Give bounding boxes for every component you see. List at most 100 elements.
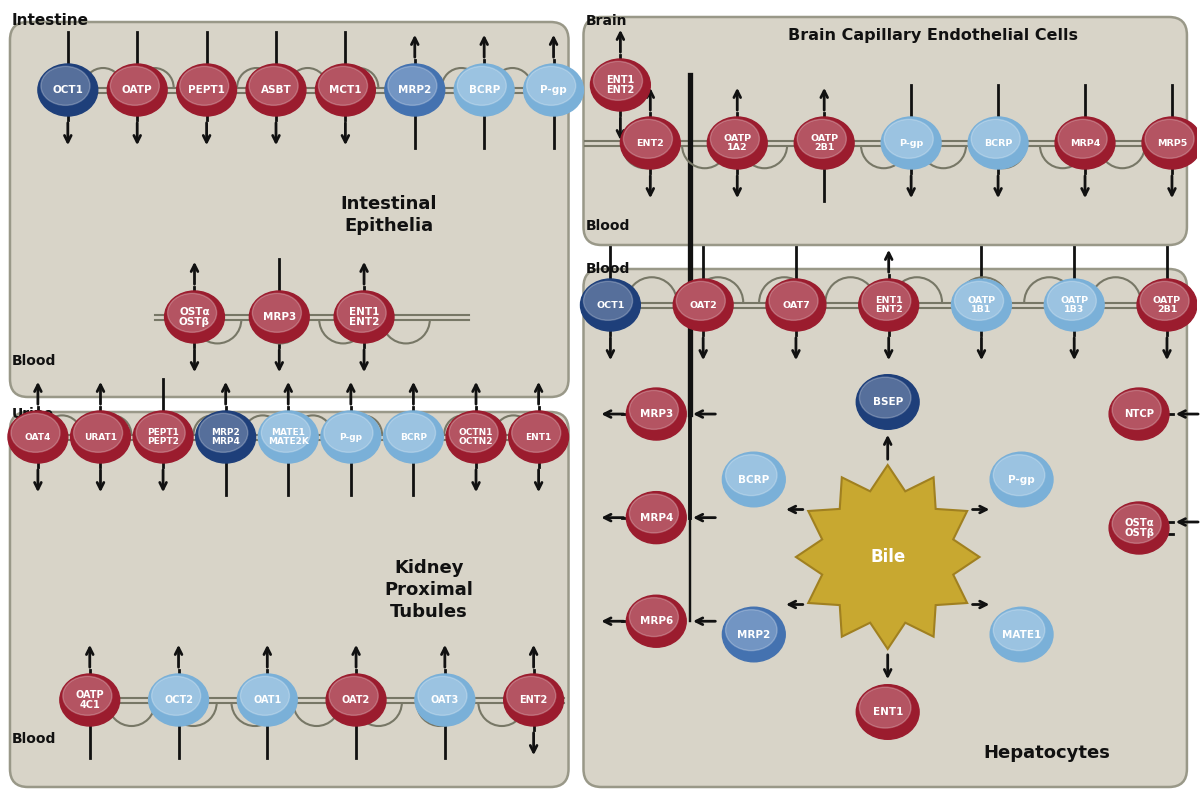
- Ellipse shape: [722, 452, 785, 506]
- Text: OAT1: OAT1: [253, 695, 282, 705]
- Ellipse shape: [388, 66, 437, 106]
- FancyBboxPatch shape: [10, 412, 569, 787]
- Text: OATP
4C1: OATP 4C1: [76, 690, 104, 710]
- Text: BCRP: BCRP: [468, 85, 499, 95]
- Ellipse shape: [8, 411, 68, 463]
- Ellipse shape: [262, 413, 311, 452]
- Ellipse shape: [594, 61, 642, 100]
- Ellipse shape: [318, 66, 367, 106]
- Ellipse shape: [62, 677, 112, 716]
- Ellipse shape: [238, 674, 298, 726]
- Ellipse shape: [722, 607, 785, 661]
- Text: OSTα
OSTβ: OSTα OSTβ: [1124, 518, 1154, 538]
- Text: MRP2: MRP2: [398, 85, 432, 95]
- Ellipse shape: [164, 291, 224, 343]
- Text: OCTN1
OCTN2: OCTN1 OCTN2: [458, 428, 493, 446]
- Text: OSTα
OSTβ: OSTα OSTβ: [179, 307, 210, 328]
- Ellipse shape: [990, 452, 1054, 506]
- Ellipse shape: [73, 413, 122, 452]
- Ellipse shape: [527, 66, 576, 106]
- Text: BCRP: BCRP: [400, 432, 427, 441]
- Ellipse shape: [629, 390, 678, 429]
- Ellipse shape: [626, 595, 686, 647]
- Text: BSEP: BSEP: [872, 397, 902, 407]
- Text: MATE1
MATE2K: MATE1 MATE2K: [268, 428, 308, 446]
- Text: URAT1: URAT1: [84, 432, 116, 441]
- Ellipse shape: [857, 684, 919, 739]
- Ellipse shape: [954, 281, 1003, 320]
- Text: MCT1: MCT1: [329, 85, 361, 95]
- Ellipse shape: [329, 677, 378, 716]
- Ellipse shape: [446, 411, 506, 463]
- Text: OAT2: OAT2: [689, 301, 718, 309]
- Ellipse shape: [859, 687, 911, 728]
- Ellipse shape: [38, 64, 97, 116]
- Text: OCT1: OCT1: [596, 301, 625, 309]
- Ellipse shape: [246, 64, 306, 116]
- Ellipse shape: [766, 279, 826, 331]
- Text: PEPT1
PEPT2: PEPT1 PEPT2: [148, 428, 179, 446]
- Ellipse shape: [1055, 117, 1115, 169]
- Text: Blood: Blood: [586, 262, 630, 276]
- Ellipse shape: [881, 117, 941, 169]
- Ellipse shape: [794, 117, 854, 169]
- Ellipse shape: [971, 119, 1020, 158]
- Text: Blood: Blood: [586, 219, 630, 233]
- Ellipse shape: [384, 411, 443, 463]
- Text: OAT2: OAT2: [342, 695, 371, 705]
- Text: ENT1
ENT2: ENT1 ENT2: [606, 75, 635, 95]
- Ellipse shape: [250, 66, 298, 106]
- Text: OATP
1B3: OATP 1B3: [1060, 296, 1088, 314]
- Text: Blood: Blood: [12, 354, 56, 368]
- Ellipse shape: [320, 411, 380, 463]
- Ellipse shape: [629, 598, 678, 637]
- Ellipse shape: [11, 413, 60, 452]
- Text: BCRP: BCRP: [984, 138, 1013, 148]
- Text: P-gp: P-gp: [540, 85, 566, 95]
- Ellipse shape: [326, 674, 386, 726]
- Ellipse shape: [133, 411, 193, 463]
- Ellipse shape: [859, 377, 911, 418]
- Ellipse shape: [418, 677, 467, 716]
- Ellipse shape: [620, 117, 680, 169]
- Text: Kidney
Proximal
Tubules: Kidney Proximal Tubules: [384, 559, 473, 621]
- Ellipse shape: [168, 293, 217, 332]
- Ellipse shape: [994, 455, 1045, 495]
- FancyBboxPatch shape: [10, 22, 569, 397]
- Text: ENT1
ENT2: ENT1 ENT2: [349, 307, 379, 328]
- Ellipse shape: [151, 677, 200, 716]
- Text: MRP4: MRP4: [1070, 138, 1100, 148]
- Text: Intestinal
Epithelia: Intestinal Epithelia: [341, 195, 437, 235]
- Ellipse shape: [60, 674, 120, 726]
- Text: Brain Capillary Endothelial Cells: Brain Capillary Endothelial Cells: [787, 28, 1078, 42]
- Ellipse shape: [149, 674, 209, 726]
- Text: ENT2: ENT2: [636, 138, 664, 148]
- Text: OCT1: OCT1: [53, 85, 83, 95]
- Text: MRP5: MRP5: [1157, 138, 1187, 148]
- Ellipse shape: [952, 279, 1012, 331]
- Text: OCT2: OCT2: [164, 695, 193, 705]
- Text: MRP3: MRP3: [640, 409, 673, 419]
- Ellipse shape: [726, 610, 778, 650]
- Ellipse shape: [110, 66, 160, 106]
- Ellipse shape: [196, 411, 256, 463]
- Ellipse shape: [726, 455, 778, 495]
- Ellipse shape: [180, 66, 229, 106]
- Text: OATP
2B1: OATP 2B1: [1153, 296, 1181, 314]
- Text: OATP
1B1: OATP 1B1: [967, 296, 996, 314]
- Ellipse shape: [1048, 281, 1097, 320]
- Ellipse shape: [1109, 502, 1169, 554]
- Ellipse shape: [581, 279, 641, 331]
- Ellipse shape: [994, 610, 1045, 650]
- Text: ASBT: ASBT: [260, 85, 292, 95]
- Ellipse shape: [1142, 117, 1200, 169]
- Text: OAT7: OAT7: [782, 301, 810, 309]
- Ellipse shape: [250, 291, 310, 343]
- Ellipse shape: [415, 674, 475, 726]
- Text: NTCP: NTCP: [1124, 409, 1154, 419]
- Ellipse shape: [334, 291, 394, 343]
- Polygon shape: [796, 465, 979, 649]
- Text: P-gp: P-gp: [340, 432, 362, 441]
- Ellipse shape: [316, 64, 376, 116]
- Text: Hepatocytes: Hepatocytes: [984, 744, 1111, 762]
